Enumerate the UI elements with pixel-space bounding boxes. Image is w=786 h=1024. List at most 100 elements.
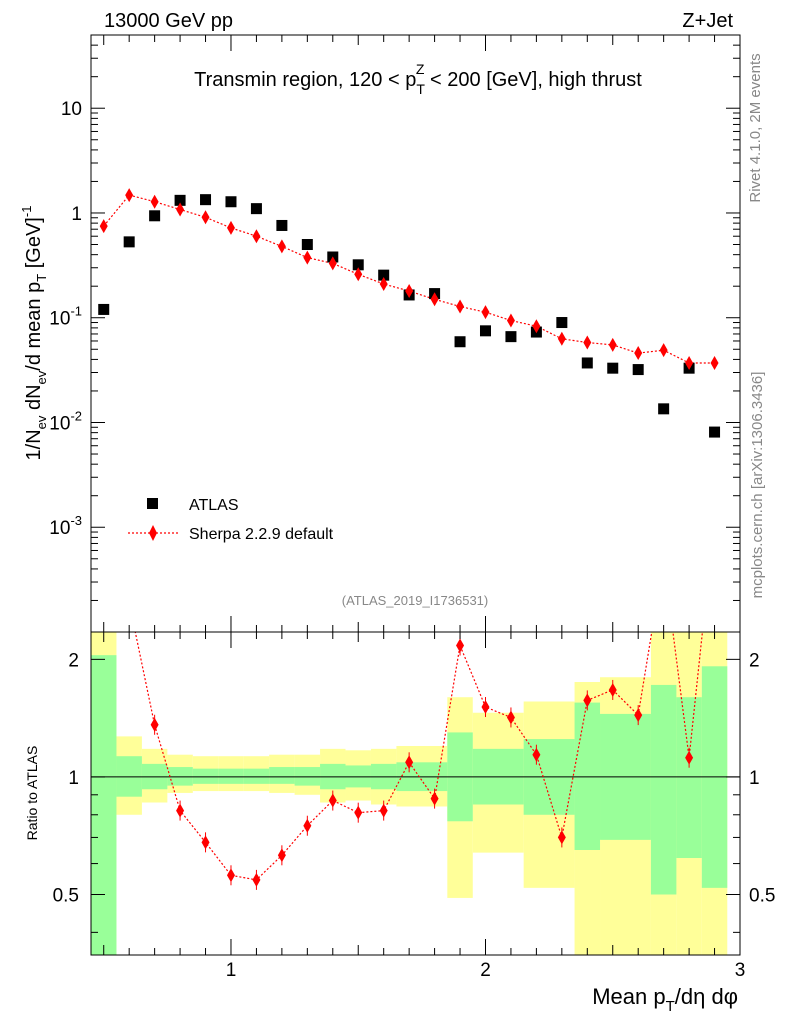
data-point	[556, 317, 568, 329]
band-inner	[676, 697, 702, 859]
data-point	[123, 236, 135, 248]
x-tick-label: 1	[226, 960, 237, 981]
chart-title: Transmin region, 120 < pTZ < 200 [GeV], …	[194, 61, 642, 97]
data-point	[225, 196, 237, 208]
ratio-point	[354, 805, 363, 820]
ratio-ticks	[91, 632, 741, 955]
mcplots-label: mcplots.cern.ch [arXiv:1306.3436]	[749, 372, 766, 599]
mc-point	[226, 220, 235, 235]
main-ticks	[91, 34, 741, 633]
mc-point	[557, 331, 566, 346]
data-point	[301, 239, 313, 251]
energy-label: 13000 GeV pp	[104, 10, 233, 32]
y-tick-label: 1	[71, 204, 82, 225]
ratio-tick-label-right: 0.5	[749, 886, 775, 907]
mc-point	[430, 292, 439, 307]
mc-point	[125, 188, 134, 203]
mc-point	[659, 343, 668, 358]
analysis-label: (ATLAS_2019_I1736531)	[342, 593, 488, 608]
mc-point	[583, 335, 592, 350]
mc-point	[634, 346, 643, 361]
legend-data-marker	[147, 498, 158, 509]
band-inner	[91, 655, 117, 955]
ratio-tick-label-left: 2	[68, 650, 79, 671]
main-panel: 10-3 10-2 10-1 1 10 Transmin region, 120 < p…	[19, 34, 741, 633]
ratio-point	[176, 803, 185, 818]
mc-points-group	[99, 188, 719, 370]
data-point	[632, 364, 644, 376]
band-inner	[574, 702, 601, 850]
ratio-point	[634, 708, 643, 723]
data-point	[505, 331, 517, 343]
y-tick-labels: 10-3 10-2 10-1 1 10	[49, 99, 82, 539]
y-tick-label: 10	[61, 99, 82, 120]
data-point	[98, 303, 110, 315]
ratio-point	[150, 717, 159, 732]
ratio-point	[608, 682, 617, 697]
x-tick-label: 3	[735, 960, 746, 981]
legend-mc-label: Sherpa 2.2.9 default	[189, 526, 334, 543]
data-point	[250, 203, 262, 215]
legend-data-label: ATLAS	[189, 497, 239, 514]
ratio-point	[252, 872, 261, 887]
ratio-point	[583, 693, 592, 708]
band-inner	[269, 767, 295, 784]
mc-point	[176, 202, 185, 217]
y-tick-label: 10-2	[49, 408, 82, 434]
mc-point	[481, 305, 490, 320]
ratio-points-group	[150, 635, 694, 890]
mc-point	[252, 229, 261, 244]
mc-point	[405, 283, 414, 298]
ratio-point	[226, 868, 235, 883]
ratio-point	[532, 747, 541, 762]
data-point	[200, 194, 212, 206]
ratio-point	[557, 830, 566, 845]
data-point	[378, 269, 390, 281]
process-label: Z+Jet	[682, 10, 733, 32]
ratio-tick-label-left: 0.5	[53, 886, 79, 907]
uncertainty-bands	[91, 632, 728, 955]
ratio-point	[328, 793, 337, 808]
rivet-label: Rivet 4.1.0, 2M events	[747, 53, 764, 202]
data-point	[352, 259, 364, 271]
legend: ATLAS Sherpa 2.2.9 default	[128, 497, 334, 543]
band-inner	[167, 767, 193, 786]
y-tick-label: 10-3	[49, 513, 82, 539]
mc-point	[685, 355, 694, 370]
ratio-tick-label-left: 1	[68, 768, 79, 789]
ratio-tick-labels: 0.5 0.5 1 1 2 2	[53, 650, 776, 906]
mc-point	[150, 194, 159, 209]
band-inner	[192, 768, 219, 784]
ratio-panel: 0.5 0.5 1 1 2 2 Ratio to ATLAS	[24, 631, 776, 956]
x-axis-label: Mean pT/dη dφ	[592, 984, 738, 1015]
mc-point	[303, 250, 312, 265]
ratio-frame	[90, 631, 741, 956]
mc-point	[379, 276, 388, 291]
data-points-group	[98, 194, 721, 438]
x-tick-labels: 1 2 3	[226, 960, 746, 981]
mc-point	[532, 319, 541, 334]
ratio-point	[405, 755, 414, 770]
mc-line	[103, 194, 715, 364]
band-inner	[218, 768, 244, 784]
data-point	[149, 210, 161, 222]
y-axis-label: 1/Nev dNev/d mean pT [GeV]-1	[19, 206, 49, 461]
data-point	[607, 362, 619, 374]
mc-point	[608, 337, 617, 352]
ratio-point	[456, 638, 465, 653]
ratio-point	[201, 835, 210, 850]
x-tick-label: 2	[480, 960, 491, 981]
data-point	[276, 219, 288, 231]
mc-point	[456, 299, 465, 314]
ratio-point	[430, 791, 439, 806]
band-inner	[294, 767, 321, 786]
data-point	[479, 325, 491, 337]
mc-line-group	[103, 194, 715, 364]
mc-point	[328, 256, 337, 271]
data-point	[581, 357, 593, 369]
mc-point	[277, 239, 286, 254]
data-point	[658, 403, 670, 415]
mc-point	[354, 267, 363, 282]
ratio-point	[685, 750, 694, 765]
